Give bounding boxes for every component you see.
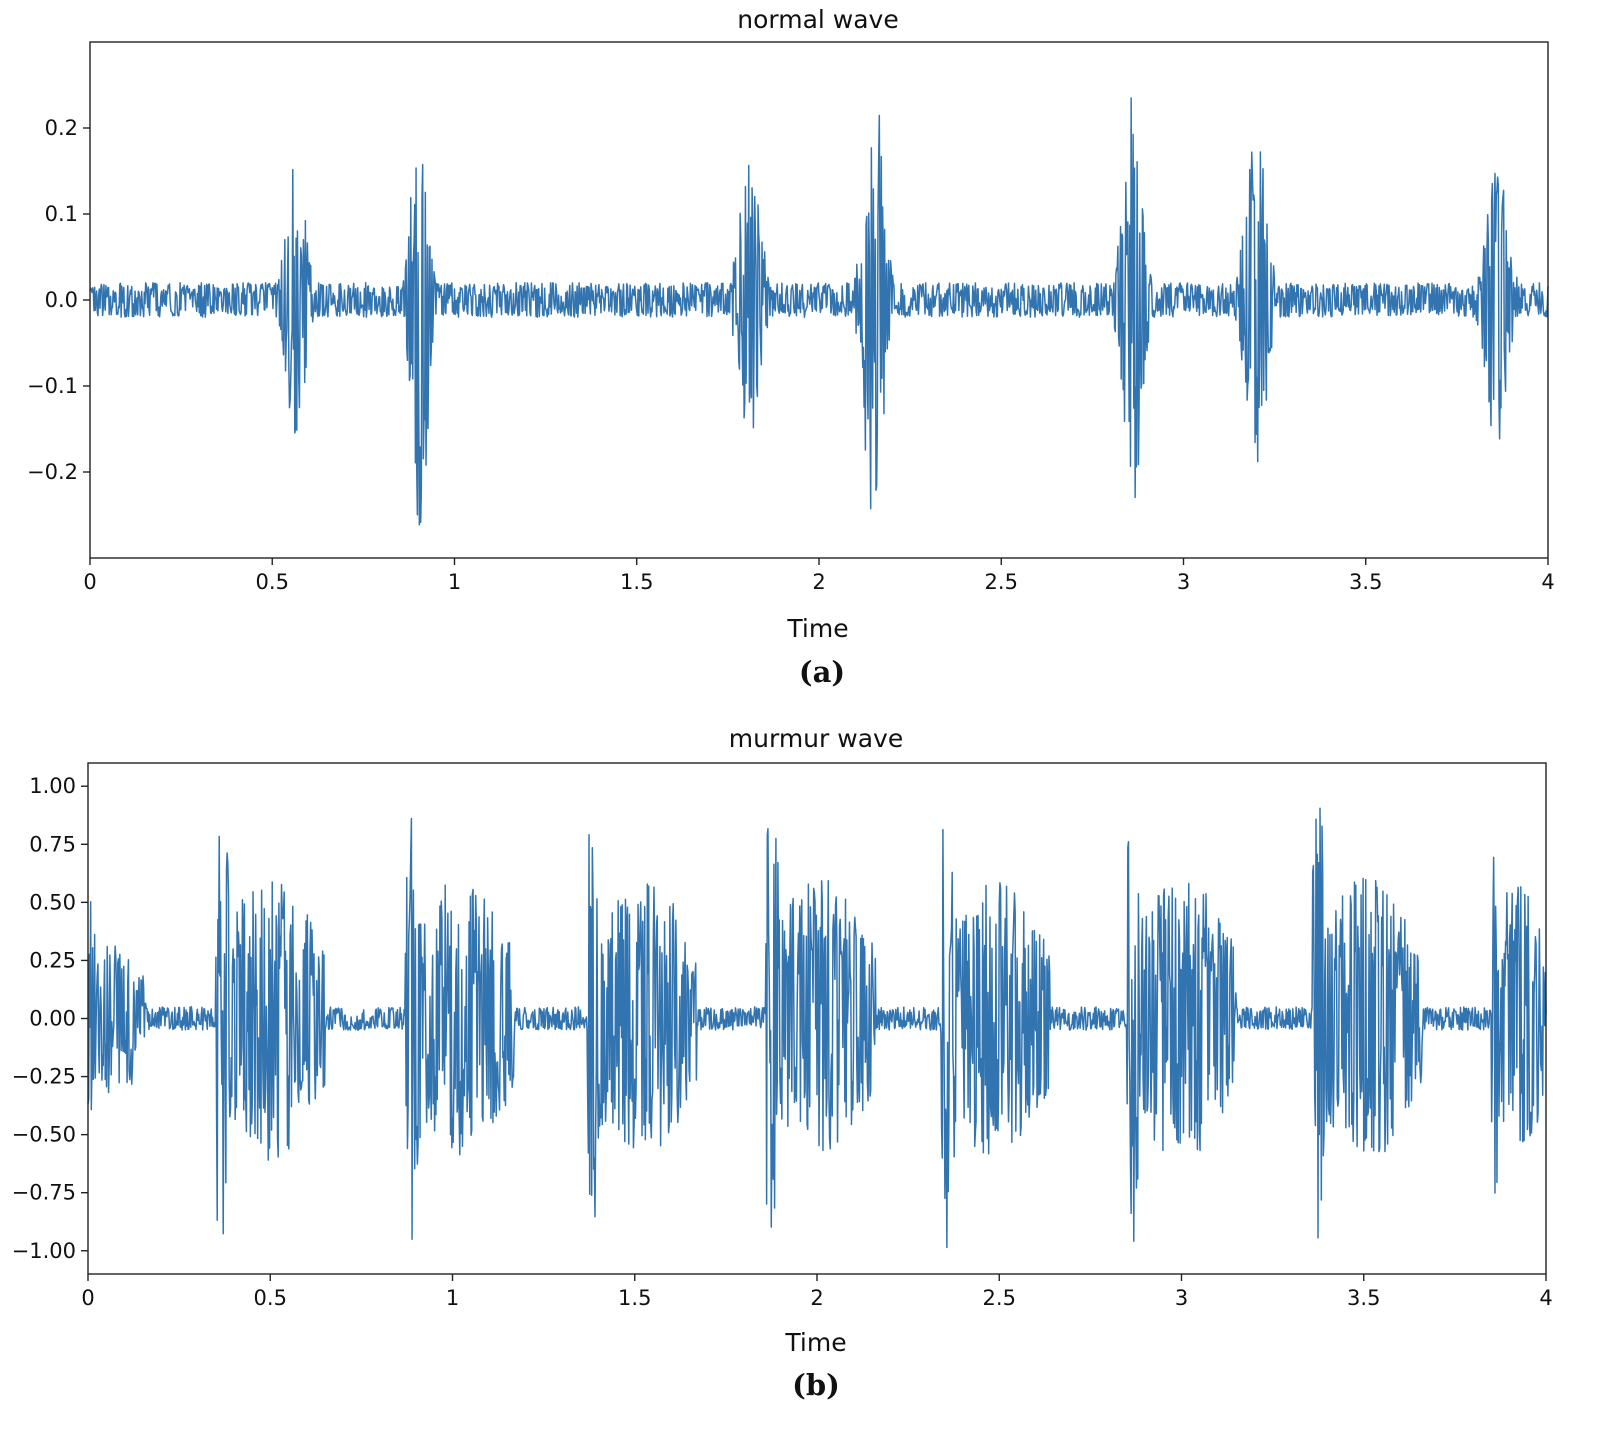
y-tick-label: −0.1 (27, 374, 78, 398)
y-tick-label: −1.00 (12, 1239, 76, 1263)
x-tick-label: 1 (446, 1286, 459, 1310)
plot-area (89, 97, 1549, 526)
series-line (89, 97, 1549, 526)
y-tick-label: 0.2 (45, 116, 78, 140)
x-tick-label: 4 (1539, 1286, 1552, 1310)
x-tick-label: 2.5 (983, 1286, 1016, 1310)
y-tick-label: −0.75 (12, 1181, 76, 1205)
x-tick-label: 4 (1541, 570, 1554, 594)
panel-label: (b) (792, 1368, 840, 1402)
panel-label: (a) (799, 655, 845, 689)
y-tick-label: 0.75 (29, 832, 76, 856)
x-tick-label: 2 (810, 1286, 823, 1310)
x-tick-label: 2.5 (985, 570, 1018, 594)
x-axis: 0 0.5 1 1.5 2 2.5 3 3.5 4 (83, 558, 1555, 594)
x-tick-label: 0.5 (254, 1286, 287, 1310)
x-tick-label: 2 (812, 570, 825, 594)
x-axis-label: Time (786, 614, 848, 643)
chart-title: murmur wave (729, 724, 903, 753)
y-tick-label: 0.0 (45, 288, 78, 312)
y-tick-label: 0.1 (45, 202, 78, 226)
x-tick-label: 3.5 (1347, 1286, 1380, 1310)
y-axis: 1.00 0.75 0.50 0.25 0.00 −0.25 −0.50 −0.75 −1.00 (12, 774, 88, 1263)
y-tick-label: 0.25 (29, 948, 76, 972)
panel-normal-wave: normal wave 0 0.5 1 1.5 2 2.5 3 3.5 4 0.2 0.1 0.0 −… (27, 5, 1555, 689)
panel-murmur-wave: murmur wave 0 0.5 1 1.5 2 2.5 3 3.5 4 1.00 0.75 0.… (12, 724, 1553, 1402)
y-tick-label: −0.25 (12, 1065, 76, 1089)
x-tick-label: 3 (1177, 570, 1190, 594)
y-tick-label: 0.00 (29, 1007, 76, 1031)
x-tick-label: 0 (83, 570, 96, 594)
x-tick-label: 1.5 (618, 1286, 651, 1310)
x-tick-label: 0 (81, 1286, 94, 1310)
chart-title: normal wave (737, 5, 899, 34)
y-tick-label: 0.50 (29, 890, 76, 914)
x-tick-label: 0.5 (256, 570, 289, 594)
y-tick-label: −0.50 (12, 1123, 76, 1147)
plot-area (87, 807, 1547, 1249)
x-axis-label: Time (784, 1328, 846, 1357)
y-tick-label: −0.2 (27, 460, 78, 484)
x-tick-label: 1 (448, 570, 461, 594)
x-axis: 0 0.5 1 1.5 2 2.5 3 3.5 4 (81, 1274, 1553, 1310)
y-tick-label: 1.00 (29, 774, 76, 798)
y-axis: 0.2 0.1 0.0 −0.1 −0.2 (27, 116, 90, 484)
x-tick-label: 3.5 (1349, 570, 1382, 594)
x-tick-label: 1.5 (620, 570, 653, 594)
series-line (87, 807, 1547, 1249)
x-tick-label: 3 (1175, 1286, 1188, 1310)
